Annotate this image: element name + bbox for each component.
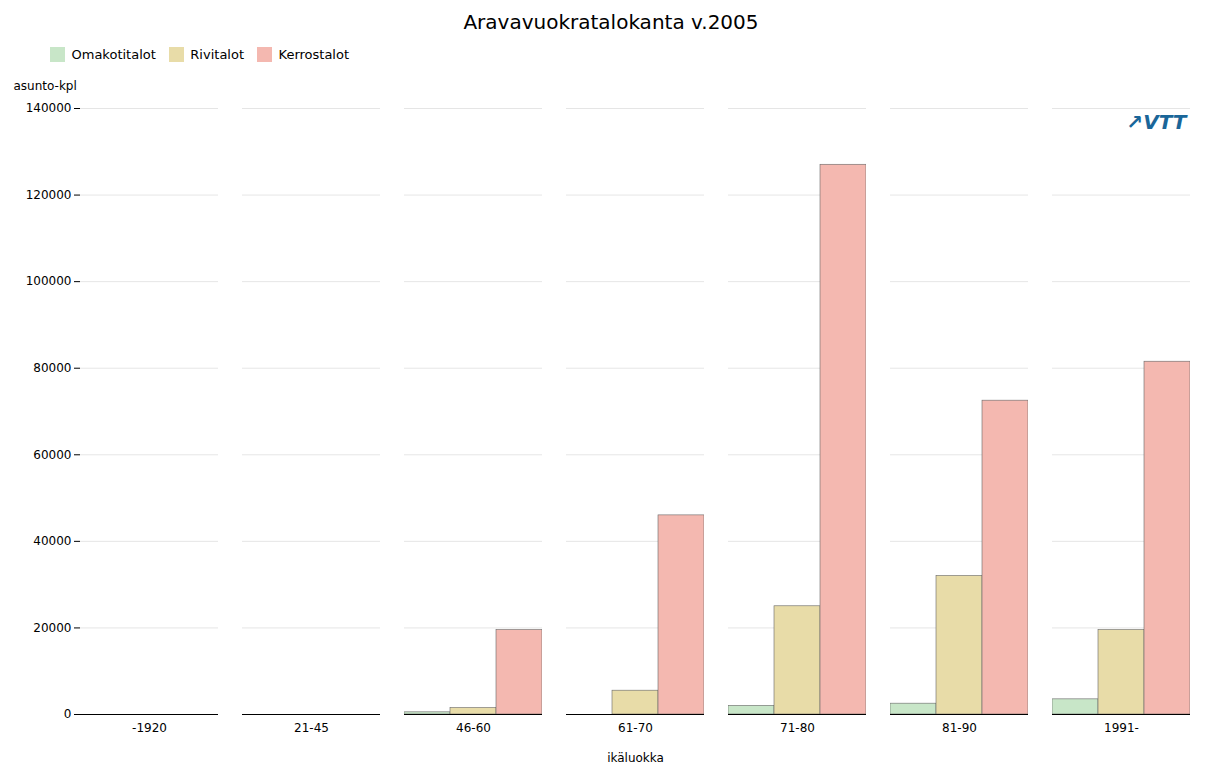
svg-text:60000: 60000: [33, 447, 71, 461]
svg-text:140000: 140000: [26, 101, 72, 115]
svg-text:asunto-kpl: asunto-kpl: [14, 79, 77, 93]
svg-text:81-90: 81-90: [942, 721, 977, 735]
html-text:Kerrostalot: Kerrostalot: [278, 47, 349, 62]
svg-text:61-70: 61-70: [618, 721, 653, 735]
svg-text:0: 0: [64, 707, 72, 721]
svg-text:100000: 100000: [26, 274, 72, 288]
svg-text:40000: 40000: [33, 534, 71, 548]
svg-text:↗VTT: ↗VTT: [1127, 109, 1188, 133]
svg-text:80000: 80000: [33, 361, 71, 375]
svg-text:-1920: -1920: [132, 721, 167, 735]
svg-text:20000: 20000: [33, 620, 71, 634]
html-text:Rivitalot: Rivitalot: [190, 47, 244, 62]
svg-text:21-45: 21-45: [294, 721, 329, 735]
html-text:Omakotitalot: Omakotitalot: [71, 47, 156, 62]
svg-text:1991-: 1991-: [1104, 721, 1139, 735]
svg-text:71-80: 71-80: [780, 721, 815, 735]
svg-text:46-60: 46-60: [456, 721, 491, 735]
svg-text:ikäluokka: ikäluokka: [607, 750, 664, 764]
svg-text:120000: 120000: [26, 187, 72, 201]
html-text:Aravavuokratalokanta v.2005: Aravavuokratalokanta v.2005: [463, 10, 759, 34]
